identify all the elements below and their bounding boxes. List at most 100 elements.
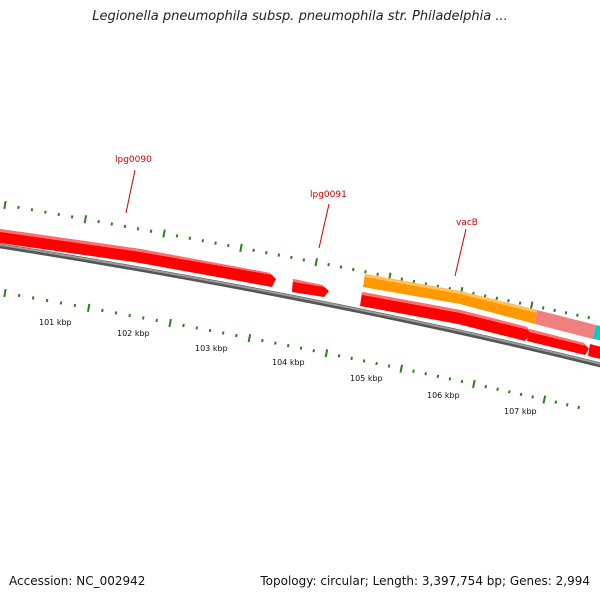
gene-red-lower-1-highlight bbox=[362, 292, 529, 330]
outer-tick bbox=[252, 248, 255, 252]
outer-tick bbox=[507, 299, 510, 303]
inner-tick bbox=[208, 328, 212, 333]
outer-tick bbox=[57, 212, 61, 217]
inner-tick bbox=[375, 361, 378, 366]
inner-tick bbox=[17, 293, 21, 298]
inner-tick bbox=[565, 403, 569, 407]
inner-tick bbox=[424, 372, 428, 376]
inner-tick bbox=[484, 384, 488, 389]
outer-tick bbox=[529, 301, 534, 310]
outer-tick bbox=[277, 253, 281, 257]
vacB-leader-line bbox=[454, 228, 467, 277]
kbp-label-101: 101 kbp bbox=[39, 318, 72, 327]
inner-tick bbox=[362, 359, 366, 363]
outer-tick bbox=[3, 200, 7, 210]
inner-tick bbox=[141, 316, 145, 320]
inner-tick bbox=[247, 333, 252, 343]
outer-tick bbox=[201, 239, 205, 243]
outer-tick bbox=[302, 258, 306, 262]
outer-tick bbox=[327, 262, 330, 267]
gene-label-vacB: vacB bbox=[456, 218, 478, 228]
inner-tick bbox=[235, 333, 238, 338]
outer-tick bbox=[30, 208, 34, 212]
outer-tick bbox=[110, 222, 114, 226]
kbp-label-102: 102 kbp bbox=[117, 329, 150, 338]
genome-backbone-highlight bbox=[0, 243, 600, 365]
inner-tick bbox=[519, 392, 523, 397]
outer-tick bbox=[290, 255, 293, 260]
outer-tick bbox=[123, 224, 127, 229]
inner-tick bbox=[472, 379, 476, 389]
outer-tick bbox=[518, 301, 522, 305]
outer-tick bbox=[587, 315, 591, 320]
gene-red-lower-2-highlight bbox=[529, 329, 586, 346]
inner-tick bbox=[86, 303, 91, 313]
inner-tick bbox=[101, 308, 104, 313]
gene-red-lower-2[interactable] bbox=[527, 329, 589, 355]
outer-tick bbox=[136, 227, 140, 231]
outer-tick bbox=[364, 270, 367, 274]
outer-tick bbox=[564, 311, 568, 315]
inner-tick bbox=[577, 405, 580, 410]
genome-title: Legionella pneumophila subsp. pneumophil… bbox=[92, 9, 508, 24]
inner-tick bbox=[399, 364, 404, 373]
inner-tick bbox=[412, 369, 415, 373]
gene-label-lpg0090: lpg0090 bbox=[115, 155, 152, 165]
gene-red-lower-3[interactable] bbox=[588, 344, 600, 360]
kbp-label-107: 107 kbp bbox=[504, 407, 537, 416]
inner-tick bbox=[286, 344, 290, 348]
outer-tick bbox=[44, 210, 47, 214]
inner-tick-track bbox=[3, 288, 580, 410]
inner-tick bbox=[261, 338, 264, 343]
topology-summary: Topology: circular; Length: 3,397,754 bp… bbox=[260, 574, 590, 588]
kbp-label-103: 103 kbp bbox=[195, 344, 228, 353]
gene-cyan-segment[interactable] bbox=[593, 325, 600, 341]
inner-tick bbox=[460, 379, 464, 384]
gene-vacB[interactable] bbox=[363, 274, 537, 324]
inner-tick bbox=[299, 346, 303, 350]
outer-tick bbox=[83, 215, 88, 224]
inner-tick bbox=[31, 296, 35, 300]
outer-tick bbox=[541, 306, 545, 310]
outer-tick bbox=[97, 219, 100, 224]
outer-tick bbox=[162, 229, 166, 238]
accession-label: Accession: NC_002942 bbox=[9, 574, 146, 588]
gene-lpg0091[interactable] bbox=[292, 279, 329, 297]
lpg0091-leader-line bbox=[318, 203, 330, 249]
inner-tick bbox=[350, 356, 353, 361]
outer-tick bbox=[351, 267, 355, 272]
gene-pink-segment[interactable] bbox=[535, 310, 596, 339]
outer-tick bbox=[188, 236, 192, 240]
outer-tick bbox=[214, 241, 217, 245]
outer-tick bbox=[424, 282, 428, 286]
gene-lpg0091-highlight bbox=[293, 279, 324, 287]
outer-tick bbox=[412, 279, 416, 284]
outer-tick bbox=[149, 229, 153, 233]
inner-tick bbox=[195, 326, 199, 330]
outer-tick bbox=[227, 243, 230, 248]
gene-lpg0090[interactable] bbox=[0, 229, 276, 287]
inner-tick bbox=[45, 298, 49, 303]
inner-tick bbox=[436, 374, 440, 379]
gene-label-lpg0091: lpg0091 bbox=[310, 190, 347, 200]
inner-tick bbox=[155, 318, 158, 323]
kbp-label-106: 106 kbp bbox=[427, 391, 460, 400]
gene-lpg0090-highlight bbox=[0, 229, 272, 275]
inner-tick bbox=[324, 349, 329, 358]
outer-tick bbox=[483, 294, 487, 298]
inner-tick bbox=[554, 400, 558, 404]
kbp-label-104: 104 kbp bbox=[272, 358, 305, 367]
inner-tick bbox=[128, 313, 131, 318]
inner-tick bbox=[73, 303, 77, 308]
outer-tick bbox=[576, 313, 579, 317]
outer-tick bbox=[70, 215, 74, 219]
inner-tick bbox=[182, 323, 185, 328]
outer-tick bbox=[553, 308, 556, 313]
outer-tick bbox=[339, 265, 343, 269]
inner-tick bbox=[59, 301, 63, 305]
inner-tick bbox=[542, 395, 547, 404]
gene-red-lower-1[interactable] bbox=[360, 292, 530, 341]
inner-tick bbox=[312, 349, 316, 353]
outer-tick bbox=[17, 205, 20, 210]
